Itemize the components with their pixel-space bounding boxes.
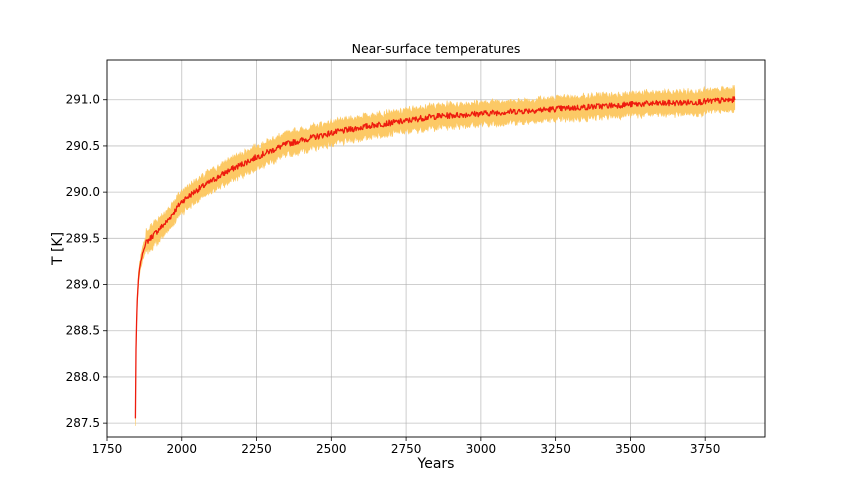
y-tick-label: 289.0: [66, 278, 100, 292]
y-tick-label: 291.0: [66, 93, 100, 107]
y-axis-ticks: 287.5 288.0 288.5 289.0 289.5 290.0 290.5 291.0: [66, 93, 107, 430]
y-tick-label: 288.0: [66, 370, 100, 384]
uncertainty-band-layer: [135, 85, 736, 426]
y-tick-label: 290.0: [66, 185, 100, 199]
x-tick-label: 3750: [690, 442, 721, 456]
plot-frame: [106, 59, 766, 438]
x-axis-label: Years: [417, 456, 455, 472]
x-axis-ticks: 1750 2000 2250 2500 2750 3000 3250 3500 3750: [92, 437, 721, 456]
mean-line-layer: [134, 96, 736, 419]
uncertainty-band: [135, 85, 736, 426]
x-tick-label: 1750: [92, 442, 123, 456]
x-tick-label: 3250: [540, 442, 571, 456]
grid: [107, 60, 765, 437]
y-axis-label: T [K]: [50, 232, 66, 266]
x-tick-label: 3500: [615, 442, 646, 456]
x-tick-label: 2250: [241, 442, 272, 456]
y-tick-label: 287.5: [66, 416, 100, 430]
x-tick-label: 2750: [391, 442, 422, 456]
mean-temperature-line: [134, 96, 736, 419]
y-tick-label: 290.5: [66, 139, 100, 153]
y-tick-label: 288.5: [66, 324, 100, 338]
y-tick-label: 289.5: [66, 231, 100, 245]
x-tick-label: 2000: [166, 442, 197, 456]
x-tick-label: 3000: [466, 442, 497, 456]
chart-title: Near-surface temperatures: [352, 41, 521, 56]
x-tick-label: 2500: [316, 442, 347, 456]
